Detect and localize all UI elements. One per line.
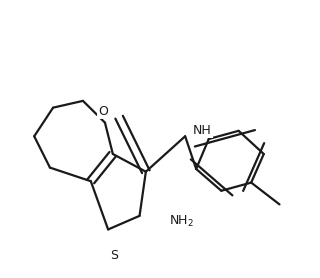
Text: O: O <box>98 105 108 118</box>
Text: S: S <box>110 249 118 262</box>
Text: NH: NH <box>193 124 212 137</box>
Text: NH$_2$: NH$_2$ <box>169 214 195 229</box>
